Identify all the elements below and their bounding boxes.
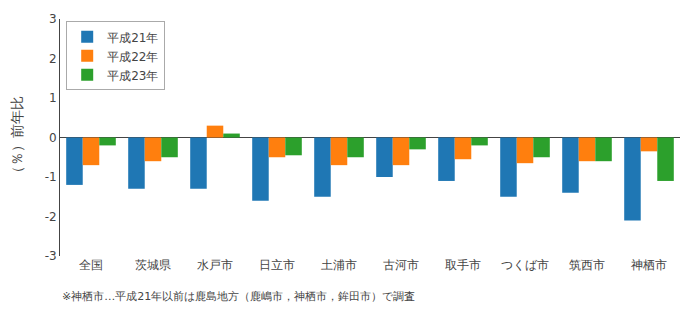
- svg-text:1: 1: [49, 91, 57, 105]
- svg-text:-1: -1: [45, 170, 57, 184]
- svg-text:-2: -2: [45, 210, 57, 224]
- svg-text:筑西市: 筑西市: [569, 258, 605, 272]
- svg-text:日立市: 日立市: [259, 258, 295, 272]
- svg-text:古河市: 古河市: [383, 258, 419, 272]
- svg-text:※神栖市…平成21年以前は鹿島地方（鹿嶋市，神栖市，鉾田市）: ※神栖市…平成21年以前は鹿島地方（鹿嶋市，神栖市，鉾田市）で調査: [62, 290, 415, 303]
- svg-text:神栖市: 神栖市: [631, 258, 667, 272]
- svg-text:茨城県: 茨城県: [135, 258, 171, 272]
- svg-text:平成23年: 平成23年: [107, 69, 158, 83]
- svg-text:平成22年: 平成22年: [107, 50, 158, 64]
- svg-text:全国: 全国: [79, 258, 103, 272]
- svg-text:取手市: 取手市: [445, 258, 481, 272]
- svg-text:平成21年: 平成21年: [107, 31, 158, 45]
- svg-text:つくば市: つくば市: [501, 258, 549, 272]
- svg-text:-3: -3: [45, 249, 57, 263]
- svg-text:水戸市: 水戸市: [197, 258, 233, 272]
- svg-text:0: 0: [49, 131, 57, 145]
- svg-text:3: 3: [49, 12, 57, 26]
- svg-text:土浦市: 土浦市: [321, 258, 357, 272]
- svg-text:（％）前年比: （％）前年比: [9, 96, 25, 180]
- svg-text:2: 2: [49, 52, 57, 66]
